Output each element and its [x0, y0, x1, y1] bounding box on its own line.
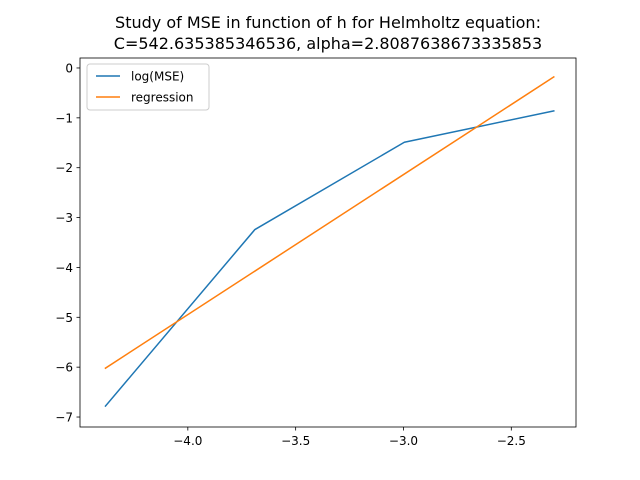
legend-label-1: log(MSE)	[131, 70, 184, 84]
y-tick-label: −1	[55, 111, 73, 125]
y-tick-label: −2	[55, 161, 73, 175]
x-tick-label: −3.5	[281, 434, 310, 448]
axes: −4.0 −3.5 −3.0 −2.5 0 −1 −2 −3 −4 −5 −6 −7	[55, 57, 577, 448]
legend: log(MSE) regression	[86, 63, 210, 111]
y-tick-label: −3	[55, 211, 73, 225]
y-tick-label: 0	[65, 61, 73, 75]
x-tick-label: −3.0	[389, 434, 418, 448]
x-tick-label: −2.5	[497, 434, 526, 448]
series-line-2	[104, 75, 555, 370]
chart-title-line-1: Study of MSE in function of h for Helmho…	[115, 13, 541, 32]
y-tick-label: −6	[55, 361, 73, 375]
x-tick-label: −4.0	[173, 434, 202, 448]
plot-area	[104, 75, 555, 408]
legend-label-2: regression	[131, 91, 194, 105]
y-tick-label: −4	[55, 261, 73, 275]
axes-frame	[79, 57, 577, 428]
chart-title-line-2: C=542.635385346536, alpha=2.808763867333…	[114, 34, 542, 53]
y-tick-label: −7	[55, 411, 73, 425]
y-tick-label: −5	[55, 311, 73, 325]
series-line-1	[104, 109, 555, 408]
